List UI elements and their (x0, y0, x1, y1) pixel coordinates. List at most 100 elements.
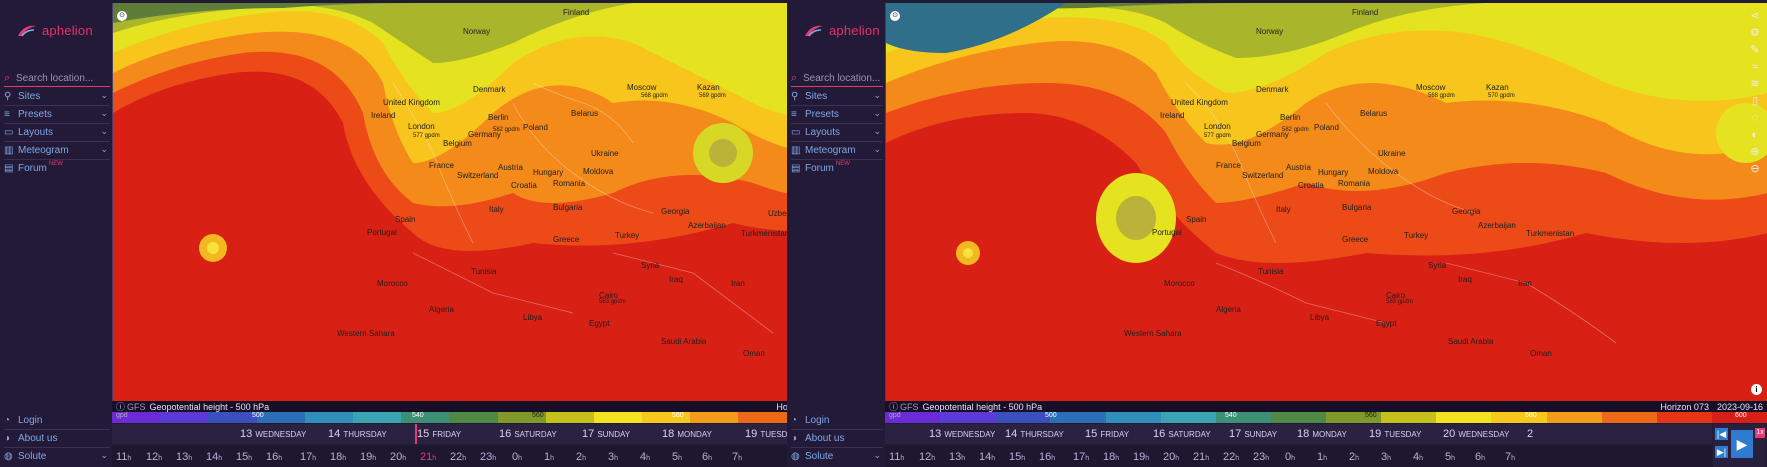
hour-label[interactable]: 23h (1253, 451, 1270, 463)
hour-label[interactable]: 11h (889, 451, 905, 463)
day-label[interactable]: 14 THURSDAY (328, 428, 387, 440)
map-menu-button[interactable]: ⊙ (890, 11, 900, 21)
hour-label[interactable]: 16h (266, 451, 283, 463)
sidebar-item-solute[interactable]: ◍ Solute ⌄ (791, 448, 883, 465)
day-label[interactable]: 2 (1527, 428, 1534, 440)
hour-label[interactable]: 12h (146, 451, 163, 463)
sidebar-item-login[interactable]: ◔ Login (791, 412, 883, 430)
day-label[interactable]: 20 WEDNESDAY (1443, 428, 1510, 440)
day-timeline[interactable]: 13 WEDNESDAY 14 THURSDAY 15 FRIDAY 16 SA… (885, 424, 1712, 444)
hour-label[interactable]: 21h (1193, 451, 1210, 463)
day-label[interactable]: 16 SATURDAY (1153, 428, 1211, 440)
time-cursor[interactable] (415, 424, 417, 444)
sidebar-item-about[interactable]: ◑ About us (4, 430, 110, 448)
layers-icon[interactable]: ≋ (1750, 78, 1760, 90)
map-menu-button[interactable]: ⊙ (117, 11, 127, 21)
sidebar-item-meteogram[interactable]: ▥ Meteogram ⌄ (4, 142, 110, 160)
sidebar-item-solute[interactable]: ◍ Solute ⌄ (4, 448, 110, 465)
hour-label[interactable]: 5h (1445, 451, 1456, 463)
day-label[interactable]: 19 TUESDAY (745, 428, 798, 440)
day-label[interactable]: 18 MONDAY (1297, 428, 1347, 440)
hour-label[interactable]: 14h (979, 451, 996, 463)
search-input[interactable]: ⌕ Search location... (791, 70, 883, 87)
sidebar-item-layouts[interactable]: ▭ Layouts ⌄ (4, 124, 110, 142)
hour-label[interactable]: 4h (640, 451, 651, 463)
hour-label[interactable]: 15h (236, 451, 253, 463)
play-button[interactable]: ▶ (1731, 430, 1753, 458)
hour-label[interactable]: 6h (1475, 451, 1486, 463)
search-input[interactable]: ⌕ Search location... (4, 70, 110, 87)
day-label[interactable]: 13 WEDNESDAY (929, 428, 996, 440)
day-label[interactable]: 19 TUESDAY (1369, 428, 1422, 440)
hour-label[interactable]: 16h (1039, 451, 1056, 463)
day-label[interactable]: 15 FRIDAY (1085, 428, 1130, 440)
day-timeline[interactable]: 13 WEDNESDAY 14 THURSDAY 15 FRIDAY 16 SA… (112, 424, 828, 444)
hour-label[interactable]: 5h (672, 451, 683, 463)
hour-label[interactable]: 7h (1505, 451, 1516, 463)
logo[interactable]: aphelion (803, 22, 880, 38)
hour-label[interactable]: 0h (1285, 451, 1296, 463)
sidebar-item-about[interactable]: ◑ About us (791, 430, 883, 448)
hour-label[interactable]: 22h (450, 451, 467, 463)
map-info-button[interactable]: i (1751, 384, 1762, 395)
hour-label[interactable]: 3h (608, 451, 619, 463)
sidebar-item-forum[interactable]: ▤ Forum NEW (4, 160, 110, 177)
wind-icon[interactable]: ≈ (1751, 61, 1759, 73)
share-icon[interactable]: ⋖ (1750, 10, 1760, 22)
hour-label[interactable]: 12h (919, 451, 936, 463)
eye-icon[interactable]: ◌ (1751, 112, 1759, 124)
day-label[interactable]: 16 SATURDAY (499, 428, 557, 440)
hour-label[interactable]: 13h (176, 451, 193, 463)
lock-icon[interactable]: ▯ (1751, 95, 1759, 107)
sidebar-item-sites[interactable]: ⚲ Sites ⌄ (4, 88, 110, 106)
zoom-in-icon[interactable]: ⊕ (1750, 146, 1760, 158)
weather-map[interactable]: ⊙ ⋖ ⚙ ✎ ≈ ≋ ▯ ◌ ◐ ⊕ ⊖ i Finland Norway D… (112, 3, 883, 401)
gear-icon[interactable]: ⚙ (1750, 27, 1760, 39)
day-label[interactable]: 17 SUNDAY (582, 428, 631, 440)
day-label[interactable]: 14 THURSDAY (1005, 428, 1064, 440)
hour-label-selected[interactable]: 21h (420, 451, 437, 463)
day-label[interactable]: 18 MONDAY (662, 428, 712, 440)
weather-map[interactable]: ⊙ ⋖ ⚙ ✎ ≈ ≋ ▯ ◌ ◐ ⊕ ⊖ i Finland Norway D… (885, 3, 1767, 401)
hour-label[interactable]: 6h (702, 451, 713, 463)
speed-button[interactable]: 1x (1755, 428, 1765, 438)
step-back-button[interactable]: |◀ (1715, 428, 1728, 440)
hour-label[interactable]: 23h (480, 451, 497, 463)
day-label[interactable]: 15 FRIDAY (417, 428, 462, 440)
hour-timeline[interactable]: 11h 12h 13h 14h 15h 16h 17h 18h 19h 20h … (885, 446, 1712, 467)
contrast-icon[interactable]: ◐ (1751, 129, 1759, 141)
hour-label[interactable]: 15h (1009, 451, 1026, 463)
hour-label[interactable]: 13h (949, 451, 966, 463)
hour-label[interactable]: 20h (1163, 451, 1180, 463)
hour-label[interactable]: 3h (1381, 451, 1392, 463)
sidebar-item-layouts[interactable]: ▭ Layouts ⌄ (791, 124, 883, 142)
day-label[interactable]: 17 SUNDAY (1229, 428, 1278, 440)
sidebar-item-presets[interactable]: ≡ Presets ⌄ (791, 106, 883, 124)
hour-label[interactable]: 1h (1317, 451, 1328, 463)
hour-label[interactable]: 18h (330, 451, 347, 463)
hour-label[interactable]: 19h (360, 451, 377, 463)
hour-label[interactable]: 22h (1223, 451, 1240, 463)
step-forward-button[interactable]: ▶| (1715, 446, 1728, 458)
sidebar-item-login[interactable]: ◔ Login (4, 412, 110, 430)
hour-label[interactable]: 2h (1349, 451, 1360, 463)
hour-label[interactable]: 0h (512, 451, 523, 463)
hour-label[interactable]: 4h (1413, 451, 1424, 463)
sidebar-item-presets[interactable]: ≡ Presets ⌄ (4, 106, 110, 124)
hour-label[interactable]: 20h (390, 451, 407, 463)
hour-label[interactable]: 11h (116, 451, 132, 463)
hour-label[interactable]: 2h (576, 451, 587, 463)
sidebar-item-sites[interactable]: ⚲ Sites ⌄ (791, 88, 883, 106)
hour-label[interactable]: 18h (1103, 451, 1120, 463)
hour-label[interactable]: 7h (732, 451, 743, 463)
pencil-icon[interactable]: ✎ (1750, 44, 1760, 56)
hour-timeline[interactable]: 11h 12h 13h 14h 15h 16h 17h 18h 19h 20h … (112, 446, 828, 467)
hour-label[interactable]: 17h (1073, 451, 1090, 463)
hour-label[interactable]: 19h (1133, 451, 1150, 463)
zoom-out-icon[interactable]: ⊖ (1750, 163, 1760, 175)
logo[interactable]: aphelion (16, 22, 93, 38)
sidebar-item-forum[interactable]: ▤ Forum NEW (791, 160, 883, 177)
hour-label[interactable]: 14h (206, 451, 223, 463)
day-label[interactable]: 13 WEDNESDAY (240, 428, 307, 440)
sidebar-item-meteogram[interactable]: ▥ Meteogram ⌄ (791, 142, 883, 160)
